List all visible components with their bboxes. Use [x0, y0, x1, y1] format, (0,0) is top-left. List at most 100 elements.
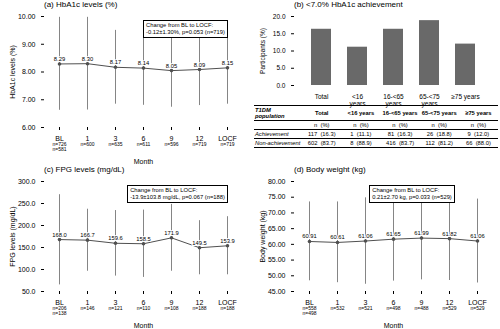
- html-text:Change from BL to LOCF: -0.12±: Change from BL to LOCF: -0.12±1.30%, p=0…: [146, 22, 225, 36]
- svg-text:60.91: 60.91: [302, 233, 317, 239]
- svg-text:8.17: 8.17: [110, 59, 121, 65]
- svg-text:BL: BL: [305, 299, 314, 307]
- svg-text:65.00: 65.00: [268, 225, 286, 232]
- svg-text:n=726n=581: n=726n=581: [52, 141, 66, 152]
- svg-text:65-<75years: 65-<75years: [419, 93, 440, 108]
- svg-text:8.09: 8.09: [194, 62, 205, 68]
- svg-text:n=121: n=121: [108, 305, 122, 311]
- svg-text:300.0: 300.0: [18, 178, 36, 185]
- svg-text:HbA1c levels (%): HbA1c levels (%): [9, 45, 17, 99]
- svg-text:158.5: 158.5: [136, 236, 151, 242]
- svg-text:Month: Month: [384, 322, 404, 329]
- svg-text:n=146: n=146: [80, 305, 94, 311]
- svg-text:Body weight (kg): Body weight (kg): [259, 210, 267, 262]
- svg-text:9.00: 9.00: [22, 40, 36, 47]
- svg-text:n=206n=138: n=206n=138: [52, 305, 66, 316]
- svg-text:8.05: 8.05: [166, 63, 177, 69]
- svg-text:60.61: 60.61: [330, 234, 345, 240]
- svg-text:50.00: 50.00: [268, 272, 286, 279]
- svg-text:n=600: n=600: [80, 141, 94, 147]
- svg-text:n=188: n=188: [192, 305, 206, 311]
- svg-text:<16years: <16years: [350, 93, 367, 108]
- svg-text:70.00: 70.00: [268, 209, 286, 216]
- svg-text:BL: BL: [55, 135, 64, 143]
- svg-text:15.0: 15.0: [273, 30, 286, 37]
- svg-text:159.6: 159.6: [108, 235, 123, 241]
- svg-text:45.00: 45.00: [268, 288, 286, 295]
- svg-text:166.7: 166.7: [80, 232, 95, 238]
- svg-text:n=719: n=719: [220, 141, 234, 147]
- html-text:<16 years: <16 years: [347, 110, 375, 116]
- svg-text:n=532: n=532: [330, 305, 344, 311]
- svg-text:8.15: 8.15: [222, 60, 233, 66]
- svg-text:n=188: n=188: [220, 305, 234, 311]
- html-text:Total: Total: [315, 110, 329, 116]
- svg-text:n=558n=498: n=558n=498: [302, 305, 316, 316]
- svg-text:8.29: 8.29: [54, 56, 65, 62]
- svg-text:n=611: n=611: [137, 141, 151, 147]
- html-text:(d) Body weight (kg): (d) Body weight (kg): [294, 165, 366, 174]
- svg-text:168.0: 168.0: [52, 232, 67, 238]
- svg-text:8.30: 8.30: [82, 56, 93, 62]
- svg-text:60.00: 60.00: [268, 241, 286, 248]
- svg-text:n=521: n=521: [358, 305, 372, 311]
- html-text:65-<75 years: 65-<75 years: [421, 110, 457, 116]
- svg-text:Month: Month: [134, 322, 154, 329]
- svg-text:10.00: 10.00: [18, 13, 36, 20]
- html-text:T1DM population: T1DM population: [255, 107, 285, 119]
- svg-text:12: 12: [195, 135, 204, 143]
- html-text:≥75 years: ≥75 years: [465, 110, 492, 116]
- svg-text:5.0: 5.0: [276, 64, 285, 71]
- html-text:Change from BL to LOCF: 0.21±2: Change from BL to LOCF: 0.21±2.70 kg, p=…: [372, 187, 452, 200]
- svg-text:n=108: n=108: [164, 305, 178, 311]
- svg-text:n=635: n=635: [108, 141, 122, 147]
- svg-text:Total: Total: [315, 93, 329, 100]
- svg-text:0.0: 0.0: [276, 82, 285, 89]
- svg-text:250.0: 250.0: [18, 200, 36, 207]
- svg-text:16-<65years: 16-<65years: [383, 93, 404, 108]
- svg-text:8.14: 8.14: [138, 60, 150, 66]
- svg-text:61.06: 61.06: [358, 233, 373, 239]
- html-text:(a) HbA1c levels (%): (a) HbA1c levels (%): [44, 0, 118, 9]
- svg-text:55.00: 55.00: [268, 256, 286, 263]
- svg-text:75.00: 75.00: [268, 193, 286, 200]
- svg-text:100.0: 100.0: [18, 266, 36, 273]
- svg-text:150.0: 150.0: [18, 244, 36, 251]
- svg-text:n=719: n=719: [192, 141, 206, 147]
- html-text:Change from BL to LOCF: -13.9±: Change from BL to LOCF: -13.9±103.8 mg/d…: [130, 187, 225, 200]
- svg-text:Participants (%): Participants (%): [259, 28, 267, 74]
- svg-text:171.9: 171.9: [164, 230, 179, 236]
- svg-text:7.00: 7.00: [22, 96, 36, 103]
- svg-text:8.00: 8.00: [22, 68, 36, 75]
- svg-text:200.0: 200.0: [18, 222, 36, 229]
- svg-text:12: 12: [445, 299, 454, 307]
- svg-text:LOCF: LOCF: [218, 135, 237, 143]
- svg-text:50.0: 50.0: [22, 288, 36, 295]
- svg-text:≥75 years: ≥75 years: [451, 93, 480, 101]
- svg-text:80.00: 80.00: [268, 178, 286, 185]
- svg-text:61.06: 61.06: [470, 233, 485, 239]
- svg-text:n=529: n=529: [442, 305, 456, 311]
- html-text:16-<65 years: 16-<65 years: [382, 110, 418, 116]
- svg-text:149.5: 149.5: [192, 240, 207, 246]
- svg-text:12: 12: [195, 299, 204, 307]
- svg-text:61.65: 61.65: [386, 231, 401, 237]
- svg-text:n=498: n=498: [386, 305, 400, 311]
- svg-text:153.9: 153.9: [220, 238, 235, 244]
- html-text:(c) FPG levels (mg/dL): (c) FPG levels (mg/dL): [44, 165, 125, 174]
- svg-text:BL: BL: [55, 299, 64, 307]
- html-text:(b) <7.0% HbA1c achievement: (b) <7.0% HbA1c achievement: [294, 0, 403, 9]
- svg-text:n=488: n=488: [414, 305, 428, 311]
- svg-text:n=529: n=529: [470, 305, 484, 311]
- svg-text:10.0: 10.0: [273, 47, 286, 54]
- svg-text:n=596: n=596: [164, 141, 178, 147]
- svg-text:6.00: 6.00: [22, 124, 36, 131]
- svg-text:61.99: 61.99: [414, 230, 429, 236]
- svg-text:Month: Month: [134, 158, 154, 165]
- svg-text:n=110: n=110: [137, 305, 151, 311]
- svg-text:LOCF: LOCF: [468, 299, 487, 307]
- svg-text:LOCF: LOCF: [218, 299, 237, 307]
- svg-text:20.0: 20.0: [273, 13, 286, 20]
- svg-text:FPG levels (mg/dL): FPG levels (mg/dL): [9, 206, 17, 266]
- svg-text:61.82: 61.82: [442, 231, 457, 237]
